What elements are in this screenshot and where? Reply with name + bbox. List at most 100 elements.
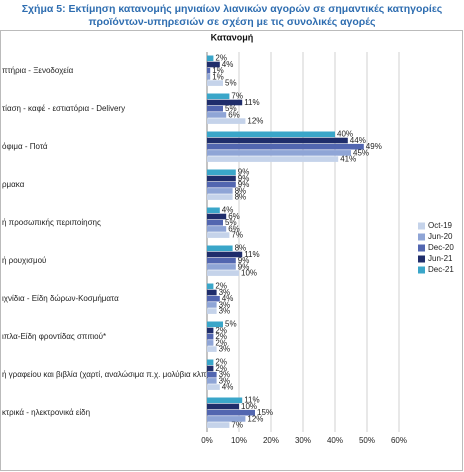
data-label: 3%: [219, 307, 231, 316]
bar: [207, 295, 220, 302]
data-label: 8%: [235, 186, 247, 195]
data-label: 2%: [215, 282, 227, 291]
data-label: 6%: [228, 110, 240, 119]
bar: [207, 416, 246, 422]
bar: [207, 67, 211, 74]
bar: [207, 169, 236, 176]
bar: [207, 251, 243, 258]
bar: [207, 61, 220, 68]
data-label: 10%: [241, 269, 257, 278]
y-tick-label: ιπλα-Είδη φροντίδας σπιτιού*: [2, 332, 106, 341]
bar: [207, 283, 214, 290]
legend-swatch: [418, 222, 425, 230]
data-label: 2%: [215, 358, 227, 367]
chart-title: προϊόντων-υπηρεσιών σε σχέση με τις συνο…: [88, 16, 376, 28]
data-label: 3%: [219, 370, 231, 379]
data-label: 1%: [212, 72, 224, 81]
data-label: 10%: [241, 402, 257, 411]
data-label: 4%: [222, 206, 234, 215]
data-label: 44%: [350, 136, 366, 145]
bar: [207, 213, 227, 220]
bar: [207, 264, 236, 270]
x-tick-label: 40%: [327, 436, 343, 445]
data-label: 9%: [238, 168, 250, 177]
bar: [207, 257, 236, 264]
bar: [207, 289, 217, 296]
bar: [207, 308, 217, 314]
x-tick-label: 50%: [359, 436, 375, 445]
y-tick-label: ή ρουχισμού: [2, 256, 46, 265]
data-label: 5%: [225, 218, 237, 227]
bar: [207, 150, 351, 156]
bar: [207, 188, 233, 194]
bar: [207, 226, 227, 232]
y-tick-label: ρμακα: [2, 180, 25, 189]
bar: [207, 327, 214, 334]
bar: [207, 175, 236, 182]
data-label: 9%: [238, 174, 250, 183]
data-label: 40%: [337, 130, 353, 139]
bar: [207, 333, 214, 340]
bar: [207, 207, 220, 214]
data-label: 8%: [235, 193, 247, 202]
data-label: 8%: [235, 244, 247, 253]
data-label: 6%: [228, 212, 240, 221]
y-tick-label: όφιμα - Ποτά: [2, 142, 48, 151]
bar: [207, 270, 239, 276]
bar: [207, 397, 243, 404]
data-label: 4%: [222, 294, 234, 303]
data-label: 3%: [219, 345, 231, 354]
data-label: 3%: [219, 288, 231, 297]
y-tick-label: τίαση - καφέ - εστιατόρια - Delivery: [2, 104, 125, 113]
y-tick-label: ιχνίδια - Είδη δώρων-Κοσμήματα: [2, 294, 119, 303]
x-tick-label: 0%: [201, 436, 213, 445]
x-tick-label: 60%: [391, 436, 407, 445]
bar: [207, 93, 230, 100]
y-tick-label: ή προσωπικής περιποίησης: [2, 218, 101, 227]
data-label: 3%: [219, 300, 231, 309]
data-label: 49%: [366, 142, 382, 151]
data-label: 9%: [238, 262, 250, 271]
data-label: 12%: [247, 117, 263, 126]
bar: [207, 232, 230, 238]
data-label: 5%: [225, 320, 237, 329]
data-label: 7%: [231, 231, 243, 240]
data-label: 12%: [247, 414, 263, 423]
bar: [207, 55, 214, 62]
data-label: 2%: [215, 54, 227, 63]
data-label: 41%: [340, 155, 356, 164]
legend-label: Dec-20: [428, 243, 454, 252]
legend-swatch: [418, 244, 425, 252]
bar: [207, 302, 217, 308]
bar: [207, 422, 230, 428]
data-label: 9%: [238, 180, 250, 189]
bar: [207, 112, 227, 118]
bar: [207, 384, 220, 390]
bar: [207, 137, 348, 144]
bar: [207, 181, 236, 188]
bar: [207, 156, 339, 162]
data-label: 4%: [222, 60, 234, 69]
bar: [207, 219, 223, 226]
data-label: 5%: [225, 79, 237, 88]
data-label: 11%: [244, 98, 259, 107]
legend-swatch: [418, 266, 425, 274]
bar: [207, 143, 364, 150]
data-label: 2%: [215, 332, 227, 341]
bar: [207, 194, 233, 200]
bar: [207, 409, 255, 416]
bar: [207, 321, 223, 328]
chart-subtitle: Κατανομή: [211, 32, 254, 42]
bar: [207, 371, 217, 378]
data-label: 3%: [219, 376, 231, 385]
legend-label: Oct-19: [428, 221, 453, 230]
x-tick-label: 20%: [263, 436, 279, 445]
data-label: 1%: [212, 66, 224, 75]
data-label: 2%: [215, 326, 227, 335]
y-tick-label: κτρικά - ηλεκτρονικά είδη: [2, 408, 90, 417]
data-label: 7%: [231, 421, 243, 430]
bar: [207, 403, 239, 410]
bar: [207, 118, 246, 124]
data-label: 11%: [244, 396, 259, 405]
